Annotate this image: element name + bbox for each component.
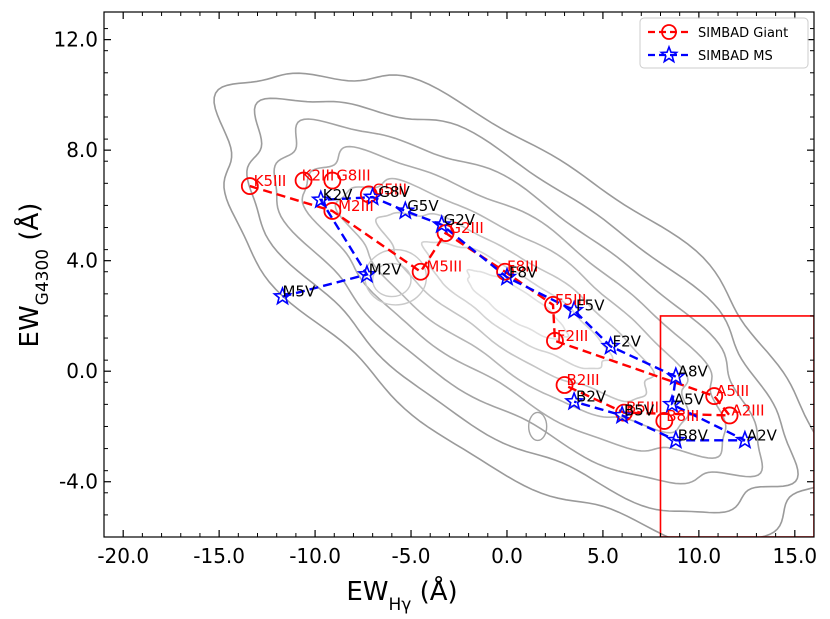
x-tick-label: -20.0 <box>97 544 149 568</box>
density-contours <box>213 72 814 537</box>
ms-label: K2V <box>323 186 353 204</box>
giant-label: G8III <box>336 167 370 185</box>
ms-label: F2V <box>613 332 642 350</box>
x-tick-label: 5.0 <box>587 544 619 568</box>
contour-line <box>374 211 656 403</box>
giant-marker <box>294 171 313 190</box>
giant-label: A2III <box>731 401 764 419</box>
x-tick-label: -15.0 <box>193 544 245 568</box>
ms-marker <box>362 186 383 206</box>
ms-label: M5V <box>282 283 315 301</box>
giant-marker <box>323 202 342 220</box>
x-tick-label: -5.0 <box>392 544 431 568</box>
ms-marker <box>661 393 683 414</box>
giant-marker <box>496 262 514 281</box>
series-markers <box>240 171 756 450</box>
x-tick-label: 15.0 <box>773 544 818 568</box>
giant-label: B2III <box>566 371 599 389</box>
ms-marker <box>563 390 585 411</box>
ms-marker <box>665 365 687 386</box>
plot-frame <box>103 11 815 538</box>
x-tick-label: 0.0 <box>491 544 523 568</box>
contour-line <box>466 268 570 341</box>
y-tick-label: 8.0 <box>66 138 98 162</box>
ms-marker <box>600 335 621 356</box>
ms-label: A2V <box>747 426 778 444</box>
contour-line <box>301 145 727 460</box>
contour-line <box>246 97 799 514</box>
giant-marker <box>544 295 562 314</box>
giant-marker <box>555 376 574 394</box>
x-tick-label: -10.0 <box>289 544 341 568</box>
x-tick-label: 10.0 <box>677 544 722 568</box>
legend-star-marker <box>659 44 679 64</box>
giant-label: B8III <box>666 407 699 425</box>
ms-label: M2V <box>369 261 402 279</box>
contour-line <box>273 118 764 485</box>
giant-label: M2III <box>338 197 374 215</box>
ms-label: F5V <box>576 296 605 314</box>
contour-line <box>527 411 548 442</box>
ms-label: B5V <box>624 401 655 419</box>
y-tick-label: 12.0 <box>53 28 98 52</box>
ms-label: F8V <box>509 263 538 281</box>
giant-label: F2III <box>557 327 588 345</box>
x-axis-label: EWHγ (Å) <box>346 575 457 615</box>
giant-marker <box>240 177 259 195</box>
y-axis-label: EWG4300 (Å) <box>13 203 53 348</box>
giant-marker <box>546 331 564 350</box>
series-lines <box>249 184 746 442</box>
giant-label: M5III <box>426 258 462 276</box>
giant-label: F8III <box>507 258 538 276</box>
ms-marker <box>496 266 518 286</box>
giant-label: G2III <box>449 219 483 237</box>
ms-marker <box>665 429 687 450</box>
ms-marker <box>734 429 756 450</box>
contour-line <box>213 72 814 537</box>
ms-label: B2V <box>576 388 607 406</box>
ms-label: G5V <box>407 197 439 215</box>
legend-label: SIMBAD MS <box>698 49 773 64</box>
ms-label: A5V <box>674 390 705 408</box>
giant-marker <box>411 262 430 281</box>
y-tick-label: 0.0 <box>66 359 98 383</box>
ms-marker <box>310 189 332 209</box>
y-tick-label: -4.0 <box>59 470 98 494</box>
giant-label: K5III <box>254 172 287 190</box>
ms-marker <box>563 299 585 320</box>
ms-label: B8V <box>678 426 709 444</box>
ms-marker <box>611 404 633 425</box>
giant-label: F5III <box>555 291 586 309</box>
ms-label: A8V <box>678 363 709 381</box>
contour-line <box>334 177 690 434</box>
legend: SIMBAD Giant SIMBAD MS <box>639 17 809 69</box>
ms-marker <box>395 200 416 220</box>
giant-label: B5III <box>626 399 659 417</box>
ms-marker <box>272 285 293 306</box>
ms-label: G8V <box>378 183 410 201</box>
axes: -20.0 -15.0 -10.0 -5.0 0.0 5.0 10.0 15.0 -4.0 0.0… <box>13 11 818 615</box>
y-tick-label: 4.0 <box>66 249 98 273</box>
giant-label: K2III <box>302 167 335 185</box>
legend-label: SIMBAD Giant <box>698 26 788 41</box>
ms-label: G2V <box>444 211 476 229</box>
legend-circle-marker <box>661 24 677 40</box>
giant-marker <box>655 412 674 430</box>
giant-marker <box>705 387 724 405</box>
giant-marker <box>323 171 342 190</box>
giant-marker <box>720 406 739 425</box>
giant-label: G5III <box>373 180 407 198</box>
contour-line <box>371 262 412 298</box>
ms-marker <box>356 263 378 284</box>
ms-marker <box>431 214 452 234</box>
giant-label: A5III <box>716 382 749 400</box>
